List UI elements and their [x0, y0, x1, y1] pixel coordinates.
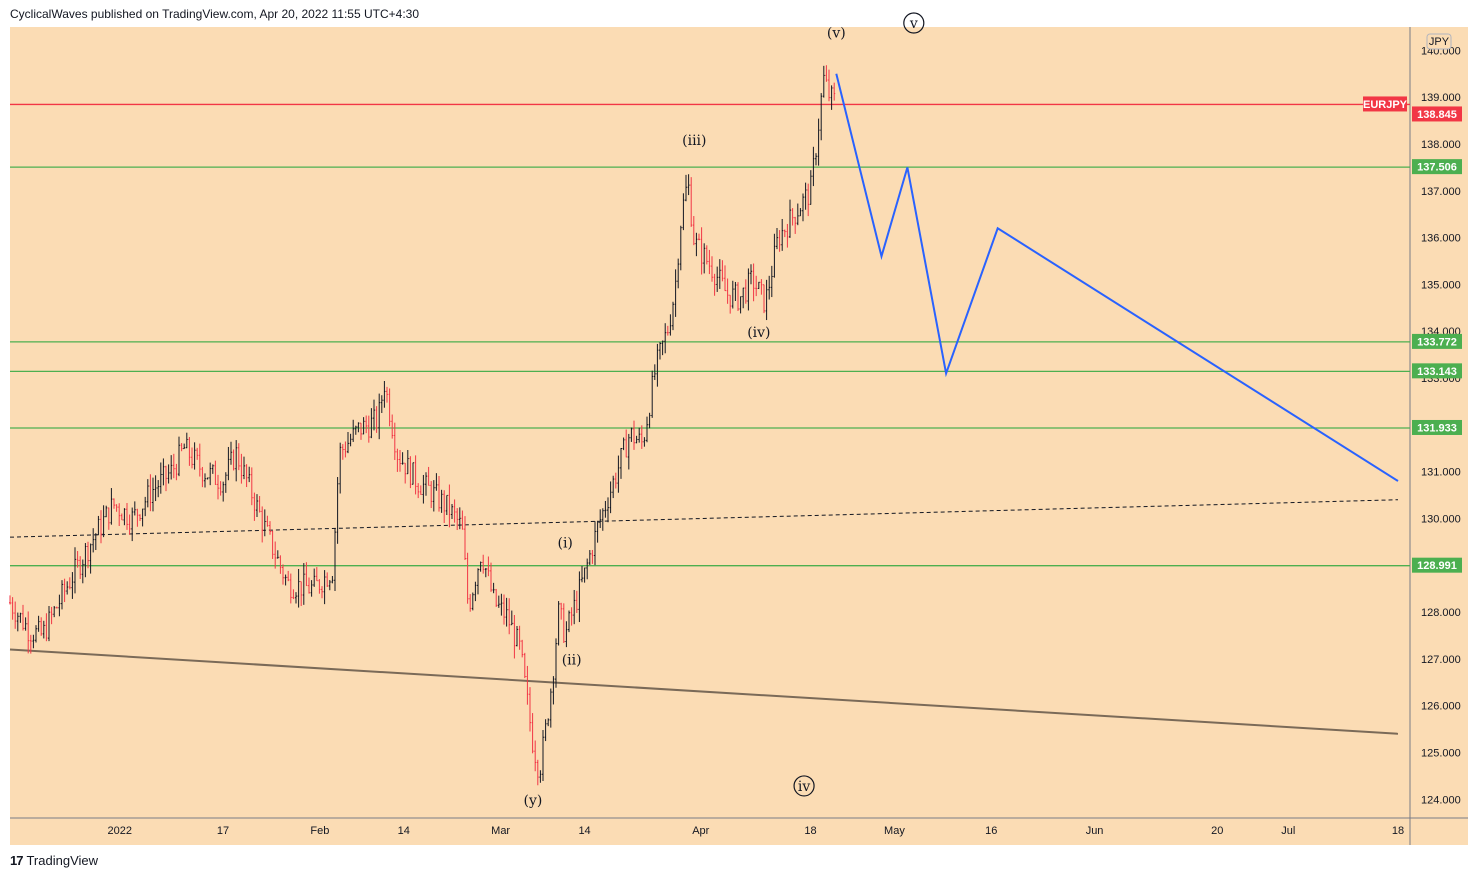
level-tag — [1412, 557, 1462, 573]
price-tick-label: 124.000 — [1421, 794, 1461, 806]
wave-label: (ii) — [562, 653, 582, 669]
time-tick-label: 14 — [578, 825, 590, 837]
time-tick-label: 14 — [398, 825, 410, 837]
currency-box — [1426, 33, 1452, 50]
level-tag — [1412, 419, 1462, 435]
footer-brand: TradingView — [26, 853, 99, 868]
level-tag — [1412, 333, 1462, 349]
currency-label: JPY — [1429, 36, 1450, 48]
price-tick-label: 131.000 — [1421, 467, 1461, 479]
last-price-tag — [1412, 106, 1462, 122]
level-tag-label: 128.991 — [1417, 560, 1457, 572]
wave-label: (v) — [827, 25, 846, 41]
channel-midline — [9, 499, 1399, 538]
price-tick-label: 126.000 — [1421, 701, 1461, 713]
symbol-tag — [1363, 96, 1407, 112]
price-tick-label: 136.000 — [1421, 233, 1461, 245]
time-tick-label: 17 — [217, 825, 229, 837]
level-tag-label: 133.772 — [1417, 336, 1457, 348]
wave-label: (i) — [557, 536, 572, 552]
time-tick-label: May — [884, 825, 905, 837]
time-tick-label: Feb — [310, 825, 329, 837]
publish-caption: CyclicalWaves published on TradingView.c… — [10, 7, 420, 21]
price-tick-label: 138.000 — [1421, 139, 1461, 151]
price-tick-label: 137.000 — [1421, 186, 1461, 198]
level-tag — [1412, 363, 1462, 379]
wave-circle — [793, 775, 815, 797]
wave-circle — [903, 12, 925, 34]
tradingview-logo-icon: 17 — [10, 853, 24, 868]
time-tick-label: Jul — [1281, 825, 1295, 837]
time-axis-background — [10, 818, 1468, 845]
level-tag — [1412, 159, 1462, 175]
wave-label: (y) — [523, 793, 542, 809]
time-tick-label: 16 — [985, 825, 997, 837]
plot-background — [10, 27, 1410, 818]
elliott-projection-path — [835, 73, 1399, 482]
level-tag-label: 133.143 — [1417, 366, 1457, 378]
wave-label: (iii) — [682, 133, 706, 149]
channel-trendline — [9, 648, 1399, 735]
time-tick-label: 18 — [1392, 825, 1404, 837]
tradingview-footer[interactable]: 17 TradingView — [10, 853, 98, 868]
level-tag-label: 131.933 — [1417, 422, 1457, 434]
symbol-tag-label: EURJPY — [1363, 99, 1408, 111]
time-tick-label: Jun — [1086, 825, 1104, 837]
wave-label: v — [909, 16, 918, 32]
time-tick-label: 18 — [804, 825, 816, 837]
wave-label: (iv) — [747, 325, 770, 341]
price-tick-label: 125.000 — [1421, 747, 1461, 759]
price-tick-label: 128.000 — [1421, 607, 1461, 619]
last-price-tag-label: 138.845 — [1417, 109, 1457, 121]
time-tick-label: 20 — [1211, 825, 1223, 837]
level-tag-label: 137.506 — [1417, 162, 1457, 174]
time-tick-label: Apr — [692, 825, 709, 837]
wave-label: iv — [798, 779, 810, 795]
time-tick-label: 2022 — [108, 825, 132, 837]
time-tick-label: Mar — [491, 825, 510, 837]
price-tick-label: 130.000 — [1421, 513, 1461, 525]
price-tick-label: 135.000 — [1421, 279, 1461, 291]
price-tick-label: 139.000 — [1421, 92, 1461, 104]
price-tick-label: 127.000 — [1421, 654, 1461, 666]
